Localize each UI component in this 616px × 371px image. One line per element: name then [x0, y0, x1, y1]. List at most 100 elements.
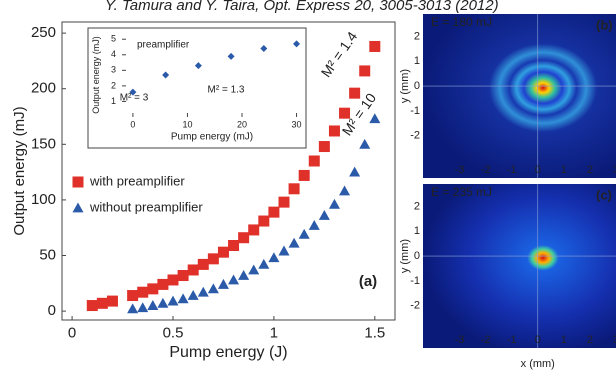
marker	[279, 197, 290, 208]
marker	[339, 186, 350, 196]
marker	[329, 125, 340, 136]
marker	[198, 287, 209, 297]
marker	[157, 298, 168, 308]
x-tick-label: 1	[561, 334, 567, 346]
y-axis-label: Output energy (mJ)	[11, 106, 28, 235]
marker	[178, 293, 189, 303]
marker	[127, 290, 138, 301]
y-axis-label: y (mm)	[399, 239, 411, 273]
annotation: M² = 1.4	[318, 28, 361, 80]
y-tick-label: 0	[414, 80, 420, 92]
marker	[349, 167, 360, 177]
marker	[107, 296, 118, 307]
x-tick-label: 10	[182, 119, 192, 129]
x-tick-label: 20	[237, 119, 247, 129]
y-tick-label: 3	[111, 65, 116, 75]
marker	[319, 141, 330, 152]
annotation: M² = 3	[120, 93, 149, 104]
x-tick-label: 1.5	[364, 324, 385, 341]
y-tick-label: 4	[111, 49, 116, 59]
marker	[268, 207, 279, 218]
y-tick-label: 5	[111, 34, 116, 44]
marker	[309, 220, 320, 230]
marker	[228, 240, 239, 251]
x-tick-label: 30	[292, 119, 302, 129]
marker	[359, 139, 370, 149]
marker	[208, 283, 219, 293]
marker	[309, 155, 320, 166]
marker	[248, 224, 259, 235]
marker	[369, 41, 380, 52]
marker	[157, 279, 168, 290]
y-axis-label: Output energy (mJ)	[91, 36, 101, 114]
y-tick-label: -2	[410, 130, 420, 142]
marker	[349, 88, 360, 99]
x-tick-label: 0	[535, 164, 541, 176]
inset-title: preamplifier	[137, 40, 190, 51]
marker	[127, 303, 138, 313]
legend-label: with preamplifier	[89, 173, 185, 188]
y-tick-label: 1	[414, 225, 420, 237]
marker	[258, 216, 269, 227]
y-tick-label: 1	[414, 55, 420, 67]
y-tick-label: 2	[111, 80, 116, 90]
legend-marker	[73, 177, 84, 188]
x-tick-label: -2	[481, 164, 491, 176]
y-tick-label: -1	[410, 105, 420, 117]
marker	[258, 259, 269, 269]
marker	[97, 298, 108, 309]
y-tick-label: 2	[414, 30, 420, 42]
marker	[319, 210, 330, 220]
y-tick-label: 250	[31, 24, 56, 41]
y-tick-label: 2	[414, 200, 420, 212]
marker	[137, 287, 148, 298]
marker	[188, 290, 199, 300]
y-tick-label: 50	[39, 246, 56, 263]
x-tick-label: -2	[481, 334, 491, 346]
marker	[168, 274, 179, 285]
marker	[289, 183, 300, 194]
x-axis-label: Pump energy (mJ)	[171, 131, 253, 142]
x-tick-label: -1	[507, 334, 517, 346]
marker	[218, 279, 229, 289]
panel-title: E = 180 mJ	[431, 15, 492, 29]
marker	[248, 264, 259, 274]
citation: Y. Tamura and Y. Taira, Opt. Express 20,…	[105, 0, 499, 14]
x-tick-label: 0	[130, 119, 135, 129]
x-tick-label: 2	[587, 334, 593, 346]
x-tick-label: 0.5	[163, 324, 184, 341]
marker	[289, 238, 300, 248]
y-tick-label: 1	[111, 96, 116, 106]
y-tick-label: 0	[414, 250, 420, 262]
panel-title: E = 235 mJ	[431, 185, 492, 199]
panel-label: (c)	[596, 187, 612, 202]
marker	[168, 296, 179, 306]
x-tick-label: -1	[507, 164, 517, 176]
x-axis-label: Pump energy (J)	[169, 344, 287, 361]
x-axis-label: x (mm)	[521, 358, 555, 370]
marker	[178, 270, 189, 281]
y-tick-label: 100	[31, 191, 56, 208]
y-tick-label: 0	[48, 302, 56, 319]
marker	[329, 199, 340, 209]
marker	[228, 274, 239, 284]
x-tick-label: 0	[535, 334, 541, 346]
beam-image-c	[423, 184, 616, 348]
marker	[198, 259, 209, 270]
x-tick-label: -3	[455, 164, 465, 176]
annotation: (a)	[359, 273, 377, 290]
y-tick-label: 200	[31, 80, 56, 97]
annotation: M² = 1.3	[208, 85, 245, 96]
marker	[299, 170, 310, 181]
legend-label: without preamplifier	[89, 199, 203, 214]
marker	[369, 113, 380, 123]
x-tick-label: -3	[455, 334, 465, 346]
y-axis-label: y (mm)	[399, 69, 411, 103]
x-tick-label: 1	[270, 324, 278, 341]
marker	[147, 283, 158, 294]
x-tick-label: 0	[68, 324, 76, 341]
marker	[137, 302, 148, 312]
y-tick-label: -2	[410, 300, 420, 312]
marker	[359, 65, 370, 76]
beam-image-b	[423, 14, 616, 178]
